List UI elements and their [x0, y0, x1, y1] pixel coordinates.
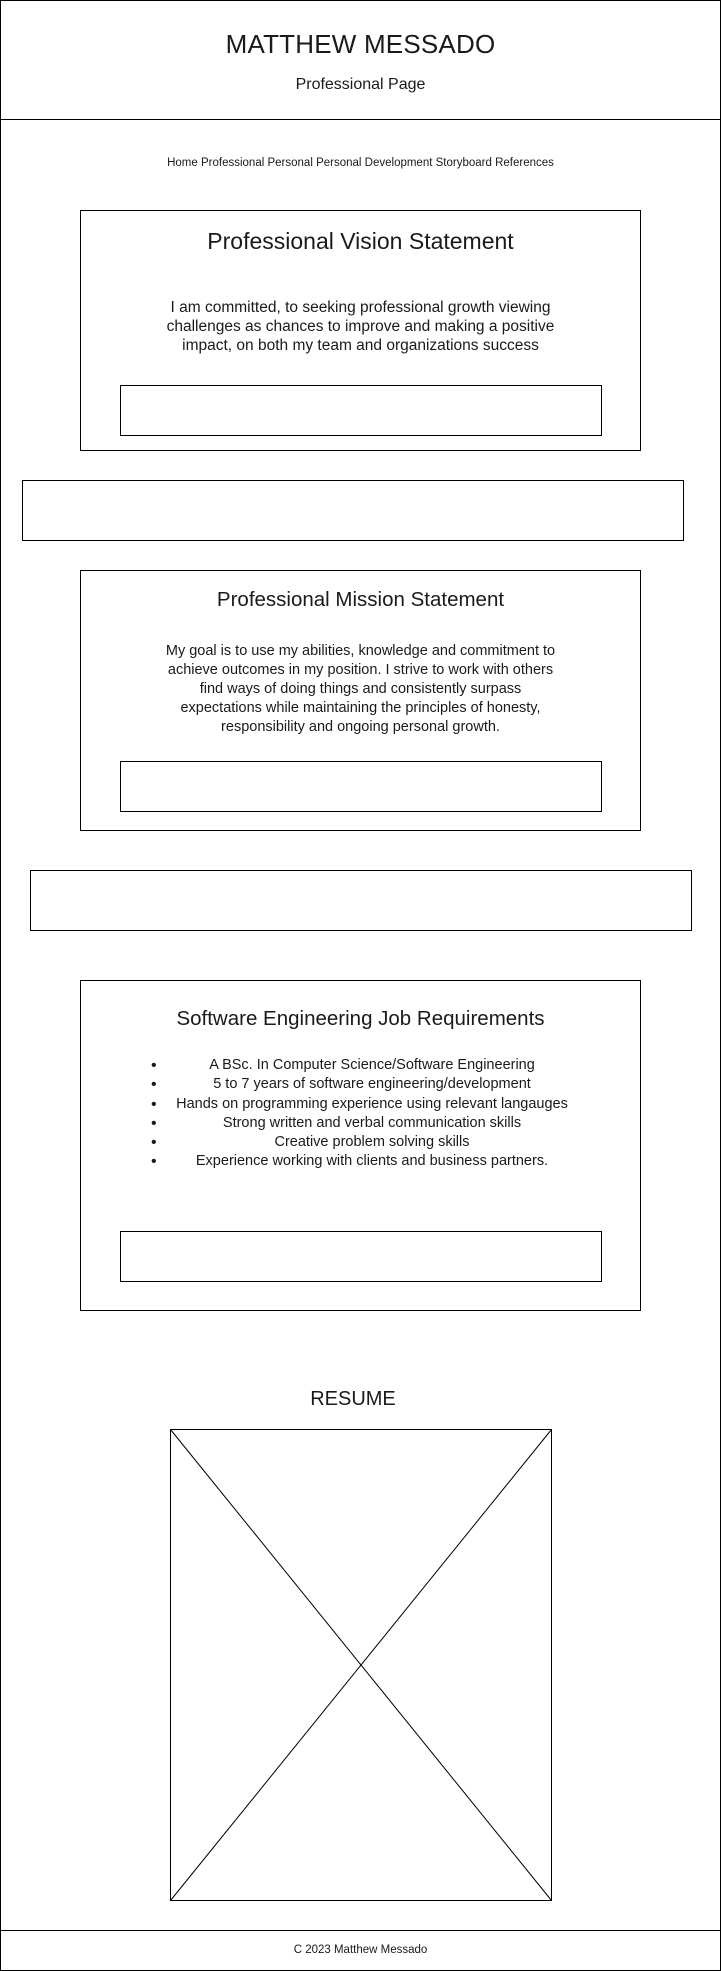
main-nav: Home Professional Personal Personal Deve… [0, 157, 721, 169]
mission-line: My goal is to use my abilities, knowledg… [165, 643, 556, 659]
nav-link-personal-development[interactable]: Personal Development [316, 157, 433, 169]
nav-link-professional[interactable]: Professional [200, 157, 265, 169]
vision-statement-card: Professional Vision Statement I am commi… [80, 210, 641, 451]
list-item: Creative problem solving skills [151, 1133, 585, 1153]
list-item: Experience working with clients and busi… [151, 1152, 585, 1172]
page-subtitle: Professional Page [295, 76, 426, 93]
resume-image-placeholder[interactable] [170, 1429, 552, 1901]
vision-line: impact, on both my team and organization… [182, 337, 539, 354]
nav-link-storyboard[interactable]: Storyboard [435, 157, 492, 169]
mission-line: achieve outcomes in my position. I striv… [167, 662, 554, 678]
list-item: Strong written and verbal communication … [151, 1114, 585, 1134]
mission-line: find ways of doing things and consistent… [199, 681, 522, 697]
section-placeholder-box [30, 870, 692, 931]
mission-statement-card: Professional Mission Statement My goal i… [80, 570, 641, 831]
mission-statement-title: Professional Mission Statement [216, 588, 505, 611]
job-requirements-list: A BSc. In Computer Science/Software Engi… [151, 1056, 585, 1172]
mission-statement-text: My goal is to use my abilities, knowledg… [131, 642, 590, 737]
site-owner-name: MATTHEW MESSADO [225, 29, 496, 59]
nav-link-references[interactable]: References [495, 157, 554, 169]
vision-line: challenges as chances to improve and mak… [166, 318, 555, 335]
list-item: A BSc. In Computer Science/Software Engi… [151, 1056, 585, 1076]
mission-line: expectations while maintaining the princ… [180, 700, 541, 716]
mission-placeholder-box [120, 761, 602, 812]
nav-link-home[interactable]: Home [167, 157, 198, 169]
job-requirements-placeholder-box [120, 1231, 602, 1282]
vision-line: I am committed, to seeking professional … [170, 299, 551, 316]
job-requirements-card: Software Engineering Job Requirements A … [80, 980, 641, 1311]
mission-line: responsibility and ongoing personal grow… [221, 719, 500, 735]
vision-statement-text: I am committed, to seeking professional … [136, 298, 585, 355]
vision-statement-title: Professional Vision Statement [207, 228, 514, 254]
page-header: MATTHEW MESSADO Professional Page [1, 1, 720, 120]
vision-placeholder-box [120, 385, 602, 436]
nav-link-personal[interactable]: Personal [267, 157, 313, 169]
job-requirements-title: Software Engineering Job Requirements [176, 1007, 545, 1030]
copyright-text: C 2023 Matthew Messado [293, 1944, 428, 1956]
page-footer: C 2023 Matthew Messado [1, 1930, 720, 1970]
list-item: 5 to 7 years of software engineering/dev… [151, 1075, 585, 1095]
image-placeholder-icon [170, 1429, 552, 1901]
list-item: Hands on programming experience using re… [151, 1095, 585, 1115]
section-placeholder-box [22, 480, 684, 541]
resume-heading: RESUME [310, 1388, 396, 1410]
